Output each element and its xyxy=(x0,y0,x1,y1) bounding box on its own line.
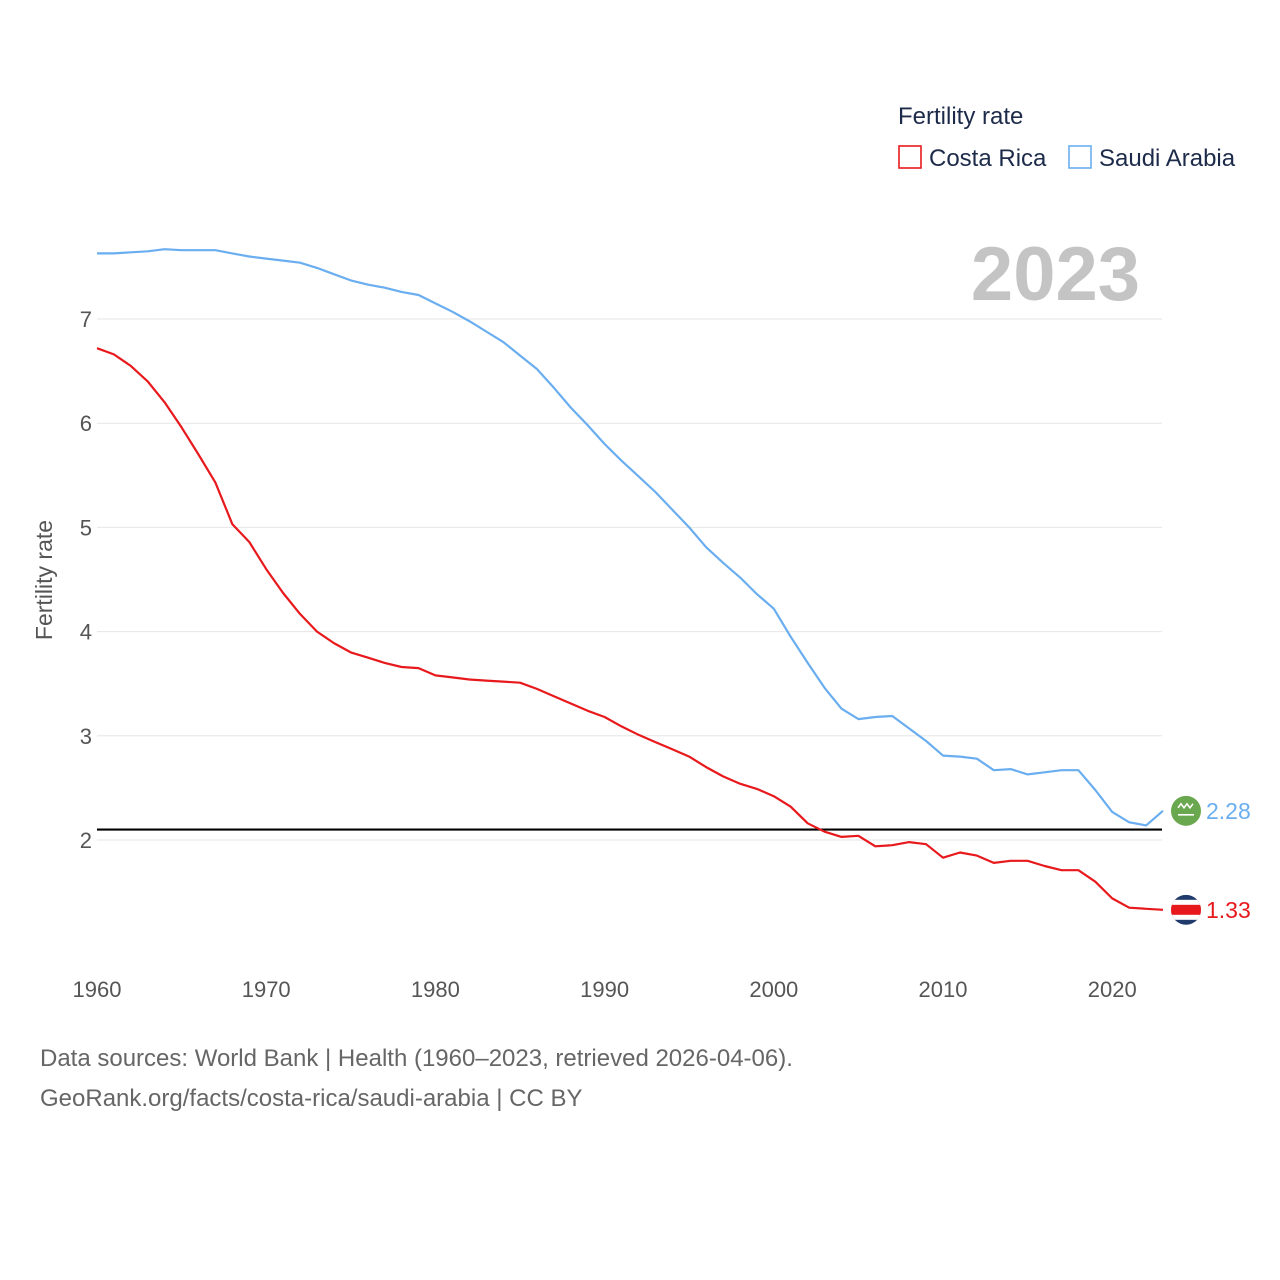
y-tick-label: 6 xyxy=(80,411,92,436)
x-tick-label: 2010 xyxy=(919,977,968,1002)
y-axis-label: Fertility rate xyxy=(31,520,57,640)
series-lines xyxy=(96,248,1164,911)
year-label: 2023 xyxy=(971,232,1140,317)
y-tick-label: 7 xyxy=(80,307,92,332)
flag-circle xyxy=(1171,795,1201,826)
x-tick-label: 2000 xyxy=(749,977,798,1002)
y-axis-ticks: 2 3 4 5 6 7 xyxy=(80,307,92,853)
costa-rica-end-value: 1.33 xyxy=(1206,897,1251,923)
legend-label-saudi-arabia: Saudi Arabia xyxy=(1099,145,1236,172)
saudi-arabia-end-value: 2.28 xyxy=(1206,798,1251,824)
y-tick-label: 4 xyxy=(80,620,92,645)
y-tick-label: 3 xyxy=(80,724,92,749)
legend-title: Fertility rate xyxy=(898,103,1023,130)
legend: Fertility rate Costa Rica Saudi Arabia xyxy=(898,103,1236,172)
x-tick-label: 1970 xyxy=(242,977,291,1002)
source-line-2: GeoRank.org/facts/costa-rica/saudi-arabi… xyxy=(40,1085,583,1112)
source-line-1: Data sources: World Bank | Health (1960–… xyxy=(40,1045,793,1072)
legend-swatch-costa-rica xyxy=(898,145,922,169)
x-tick-label: 1980 xyxy=(411,977,460,1002)
legend-swatch-saudi-arabia xyxy=(1068,145,1092,169)
x-tick-label: 2020 xyxy=(1088,977,1137,1002)
x-tick-label: 1960 xyxy=(73,977,122,1002)
costa-rica-flag-icon xyxy=(1171,894,1201,925)
end-markers: 1.33 2.28 xyxy=(1171,795,1251,925)
costa-rica-line xyxy=(96,347,1164,911)
flag-emblem xyxy=(1177,802,1194,816)
flag-red xyxy=(1171,904,1201,915)
x-axis-ticks: 1960 1970 1980 1990 2000 2010 2020 xyxy=(73,977,1137,1002)
x-tick-label: 1990 xyxy=(580,977,629,1002)
y-tick-label: 5 xyxy=(80,515,92,540)
flag-stripes xyxy=(1171,894,1201,925)
saudi-arabia-line xyxy=(97,248,1164,827)
y-tick-label: 2 xyxy=(80,828,92,853)
saudi-arabia-flag-icon xyxy=(1171,795,1201,826)
legend-label-costa-rica: Costa Rica xyxy=(929,145,1047,172)
gridlines xyxy=(97,318,1162,841)
